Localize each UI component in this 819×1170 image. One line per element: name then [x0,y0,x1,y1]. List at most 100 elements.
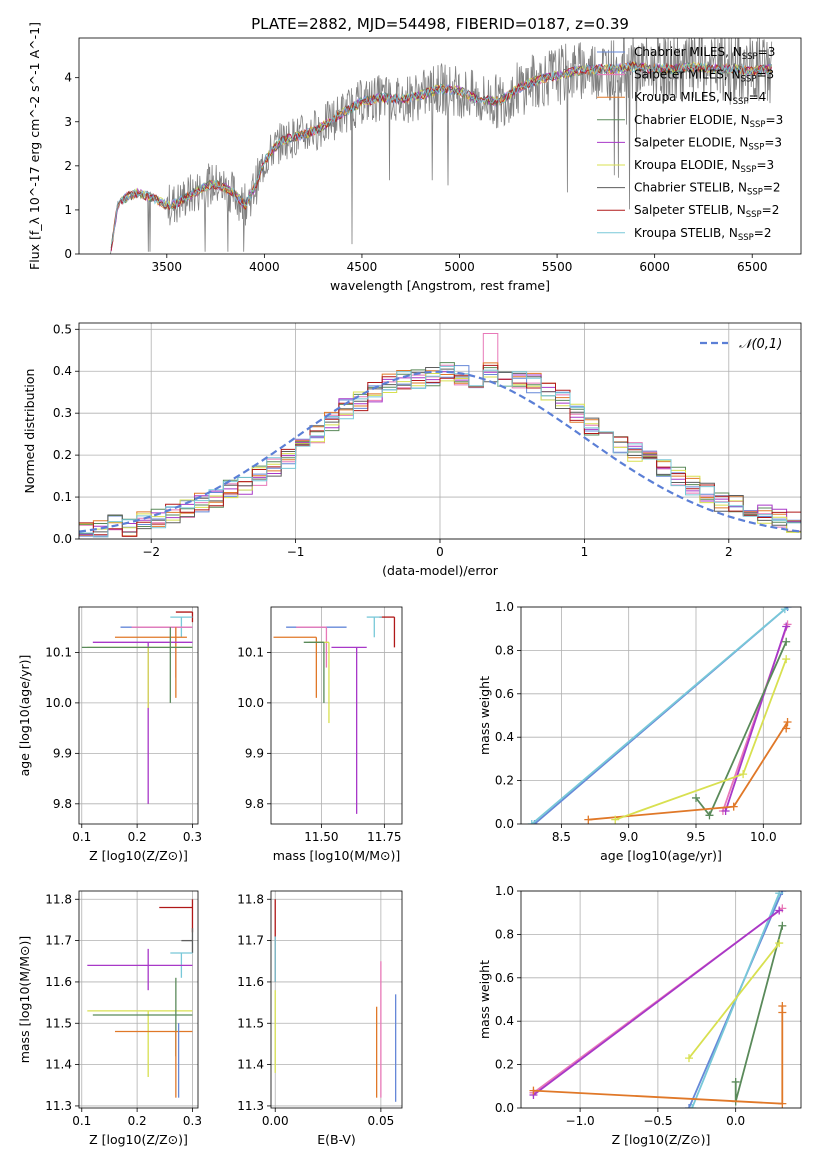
x-tick-label: 6500 [737,260,768,274]
weight-marker [775,906,784,915]
y-tick-label: 0.2 [53,448,72,462]
x-tick-label: 5000 [444,260,475,274]
weight-line-salpeter-elodie [721,622,791,815]
figure-title: PLATE=2882, MJD=54498, FIBERID=0187, z=0… [251,15,629,33]
y-tick-label: 9.8 [53,797,72,811]
weight-vs-age-ylabel: mass weight [477,676,492,755]
weight-marker [527,820,536,824]
mass-vs-z-ylabel: mass [log10(M/M⊙)] [17,936,32,1064]
y-tick-label: 3 [64,115,72,129]
weight-marker [688,1104,697,1108]
y-tick-label: 11.6 [45,975,72,989]
mass-vs-z-frame [78,890,199,1109]
age-vs-mass-plot-area [273,616,396,814]
weight-marker [782,724,791,733]
residuals-plot-area [79,333,801,538]
legend-label: Chabrier MILES, NSSP=3 [634,45,775,62]
model-line-kroupa-stelib [110,62,772,245]
errorbar-kroupa-miles [114,627,187,698]
y-tick-label: 11.3 [45,1099,72,1113]
weight-line-kroupa-miles [584,718,792,824]
y-tick-label: 0 [64,247,72,261]
mass-vs-ebv-plot-area [274,899,397,1102]
spectrum-axes: 3500 4000 4500 5000 5500 6000 6500 0 1 2 3 4 wavelen… [27,22,802,293]
weight-marker [775,939,784,948]
x-tick-label: 0.0 [726,1114,745,1128]
x-tick-label: −1.0 [566,1114,595,1128]
mass-vs-ebv-axes: 0.00 0.05 11.3 11.4 11.5 11.6 11.7 11.8 E(B-V) [237,890,403,1147]
weight-marker [705,811,714,820]
spectrum-plot-area [109,38,773,254]
x-tick-label: 9.0 [619,830,638,844]
y-tick-label: 9.9 [245,746,264,760]
x-tick-label: 0.00 [262,1114,289,1128]
weight-marker [782,637,791,646]
x-tick-label: 2 [725,545,733,559]
y-tick-label: 0.2 [495,1058,514,1072]
errorbar-chabrier-stelib [181,928,194,953]
y-tick-label: 1.0 [495,600,514,614]
y-tick-label: 0.0 [495,1101,514,1115]
x-tick-label: −0.5 [643,1114,672,1128]
weight-marker [721,806,730,815]
age-vs-z-ylabel: age [log10(age/yr)] [17,655,32,777]
y-tick-label: 10.1 [45,645,72,659]
weight-line-chabrier-elodie [692,637,791,820]
legend-label: Chabrier ELODIE, NSSP=3 [634,113,783,130]
spectrum-legend: Chabrier MILES, NSSP=3 Salpeter MILES, NS… [597,45,783,243]
x-tick-label: 11.75 [367,830,401,844]
y-tick-label: 0.1 [53,490,72,504]
weight-marker [782,655,791,664]
x-tick-label: 11.50 [304,830,338,844]
legend-label: Kroupa MILES, NSSP=4 [634,90,766,107]
x-tick-label: 0.2 [128,1114,147,1128]
mass-vs-ebv-xlabel: E(B-V) [317,1132,356,1147]
errorbar-salpeter-elodie [331,646,367,814]
errorbar-salpeter-stelib [159,899,194,933]
weight-vs-z-xlabel: Z [log10(Z/Z⊙)] [612,1132,711,1147]
weight-line-kroupa-miles [529,1002,787,1108]
y-tick-label: 4 [64,71,72,85]
spectrum-frame [78,37,802,255]
x-tick-label: 0.05 [368,1114,395,1128]
weight-line-kroupa-stelib [527,607,789,824]
weight-vs-age-axes: 8.5 9.0 9.5 10.0 0.0 0.2 0.4 0.6 0.8 1.0 age [log1… [477,600,802,863]
weight-marker [731,1077,740,1086]
y-tick-label: 10.0 [45,696,72,710]
y-tick-label: 0.2 [495,774,514,788]
age-vs-z-frame [78,606,199,825]
y-tick-label: 0.0 [53,532,72,546]
x-tick-label: 0.2 [128,830,147,844]
residuals-ylabel: Normed distribution [22,369,37,494]
weight-marker [529,1086,538,1095]
age-vs-mass-axes: 11.50 11.75 9.8 9.9 10.0 10.1 mass [log10(M/M⊙… [237,606,403,863]
weight-marker [782,622,791,631]
y-tick-label: 11.4 [45,1058,72,1072]
errorbar-salpeter-miles [296,626,328,668]
residuals-legend-label: 𝒩(0,1) [739,337,782,352]
x-tick-label: 1 [581,545,589,559]
x-tick-label: 4000 [249,260,280,274]
normal-curve-line [79,370,801,533]
weight-marker [692,793,700,802]
weight-marker [778,1008,787,1017]
errorbar-kroupa-miles [273,636,317,698]
y-tick-label: 11.8 [45,892,72,906]
weight-line-kroupa-stelib [688,891,784,1108]
errorbar-chabrier-elodie [303,641,325,703]
residuals-xlabel: (data-model)/error [382,563,499,578]
weight-marker [775,891,784,898]
age-vs-z-plot-area [81,611,194,804]
residuals-axes: −2 −1 0 1 2 0.0 0.1 0.2 0.3 0.4 0.5 (data-model)/er… [22,322,802,578]
y-tick-label: 11.6 [237,975,264,989]
weight-marker [739,770,748,779]
y-tick-label: 9.9 [53,746,72,760]
age-vs-mass-grid [271,607,402,824]
age-vs-mass-xlabel: mass [log10(M/M⊙)] [273,848,401,863]
y-tick-label: 11.5 [237,1016,264,1030]
errorbar-chabrier-elodie [81,627,193,703]
x-tick-label: −2 [142,545,160,559]
weight-marker [584,815,593,824]
weight-line-kroupa-elodie [685,939,784,1063]
